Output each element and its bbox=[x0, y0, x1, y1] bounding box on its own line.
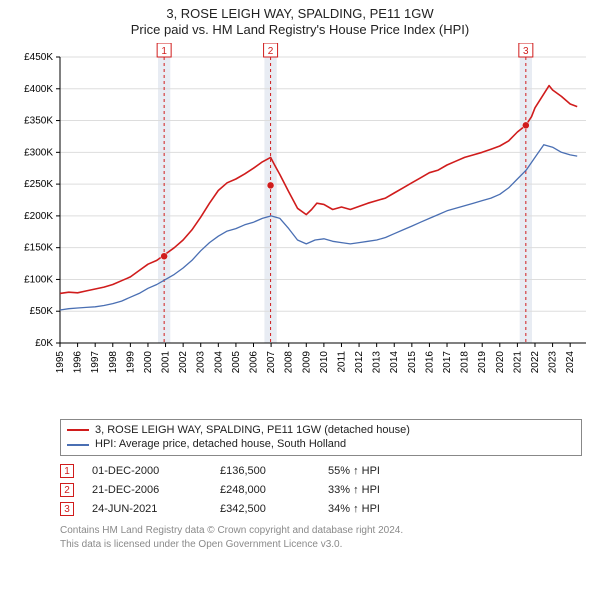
svg-text:£200K: £200K bbox=[24, 210, 53, 221]
svg-text:£100K: £100K bbox=[24, 274, 53, 285]
license-line-2: This data is licensed under the Open Gov… bbox=[60, 538, 582, 552]
license-line-1: Contains HM Land Registry data © Crown c… bbox=[60, 524, 582, 538]
event-delta: 55% ↑ HPI bbox=[328, 465, 380, 477]
svg-text:2016: 2016 bbox=[424, 350, 435, 373]
svg-text:1998: 1998 bbox=[108, 350, 119, 373]
svg-text:£300K: £300K bbox=[24, 147, 53, 158]
svg-text:£0K: £0K bbox=[35, 338, 53, 349]
legend-label: HPI: Average price, detached house, Sout… bbox=[95, 437, 346, 452]
svg-text:1997: 1997 bbox=[90, 350, 101, 373]
titles: 3, ROSE LEIGH WAY, SPALDING, PE11 1GW Pr… bbox=[10, 6, 590, 39]
legend-item: HPI: Average price, detached house, Sout… bbox=[67, 437, 575, 452]
svg-text:2003: 2003 bbox=[196, 350, 207, 373]
svg-text:2012: 2012 bbox=[354, 350, 365, 373]
event-date: 01-DEC-2000 bbox=[92, 465, 202, 477]
svg-text:2015: 2015 bbox=[407, 350, 418, 373]
svg-text:2022: 2022 bbox=[530, 350, 541, 373]
legend-label: 3, ROSE LEIGH WAY, SPALDING, PE11 1GW (d… bbox=[95, 423, 410, 438]
svg-text:2019: 2019 bbox=[477, 350, 488, 373]
svg-text:1: 1 bbox=[161, 46, 167, 57]
svg-text:1999: 1999 bbox=[125, 350, 136, 373]
event-date: 24-JUN-2021 bbox=[92, 503, 202, 515]
event-price: £136,500 bbox=[220, 465, 310, 477]
event-row: 1 01-DEC-2000 £136,500 55% ↑ HPI bbox=[60, 464, 582, 478]
svg-text:2018: 2018 bbox=[460, 350, 471, 373]
svg-text:2010: 2010 bbox=[319, 350, 330, 373]
svg-text:2: 2 bbox=[268, 46, 274, 57]
svg-text:£250K: £250K bbox=[24, 179, 53, 190]
svg-text:1996: 1996 bbox=[73, 350, 84, 373]
page: 3, ROSE LEIGH WAY, SPALDING, PE11 1GW Pr… bbox=[0, 0, 600, 590]
chart: £0K £50K £100K £150K £200K £250K £300K £350K £40… bbox=[10, 43, 590, 413]
svg-text:2024: 2024 bbox=[565, 350, 576, 373]
event-marker: 2 bbox=[60, 483, 74, 497]
svg-text:2006: 2006 bbox=[249, 350, 260, 373]
svg-text:3: 3 bbox=[523, 46, 529, 57]
legend-swatch bbox=[67, 444, 89, 446]
event-marker: 3 bbox=[60, 502, 74, 516]
event-row: 2 21-DEC-2006 £248,000 33% ↑ HPI bbox=[60, 483, 582, 497]
svg-text:2004: 2004 bbox=[213, 350, 224, 373]
legend-item: 3, ROSE LEIGH WAY, SPALDING, PE11 1GW (d… bbox=[67, 423, 575, 438]
svg-text:2000: 2000 bbox=[143, 350, 154, 373]
svg-text:£450K: £450K bbox=[24, 52, 53, 63]
svg-text:2021: 2021 bbox=[512, 350, 523, 373]
title-line-2: Price paid vs. HM Land Registry's House … bbox=[10, 22, 590, 38]
svg-text:2014: 2014 bbox=[389, 350, 400, 373]
chart-svg: £0K £50K £100K £150K £200K £250K £300K £350K £40… bbox=[10, 43, 590, 413]
svg-text:2007: 2007 bbox=[266, 350, 277, 373]
svg-text:2009: 2009 bbox=[301, 350, 312, 373]
svg-text:2005: 2005 bbox=[231, 350, 242, 373]
svg-text:2001: 2001 bbox=[161, 350, 172, 373]
event-row: 3 24-JUN-2021 £342,500 34% ↑ HPI bbox=[60, 502, 582, 516]
svg-text:1995: 1995 bbox=[55, 350, 66, 373]
svg-text:£50K: £50K bbox=[30, 306, 54, 317]
event-marker: 1 bbox=[60, 464, 74, 478]
event-price: £248,000 bbox=[220, 484, 310, 496]
svg-text:2020: 2020 bbox=[495, 350, 506, 373]
license: Contains HM Land Registry data © Crown c… bbox=[60, 524, 582, 551]
event-date: 21-DEC-2006 bbox=[92, 484, 202, 496]
svg-text:2023: 2023 bbox=[548, 350, 559, 373]
title-line-1: 3, ROSE LEIGH WAY, SPALDING, PE11 1GW bbox=[10, 6, 590, 22]
event-price: £342,500 bbox=[220, 503, 310, 515]
svg-text:£400K: £400K bbox=[24, 83, 53, 94]
legend: 3, ROSE LEIGH WAY, SPALDING, PE11 1GW (d… bbox=[60, 419, 582, 457]
svg-text:2013: 2013 bbox=[372, 350, 383, 373]
svg-text:£150K: £150K bbox=[24, 242, 53, 253]
svg-text:2002: 2002 bbox=[178, 350, 189, 373]
legend-swatch bbox=[67, 429, 89, 431]
events-table: 1 01-DEC-2000 £136,500 55% ↑ HPI 2 21-DEC-200… bbox=[60, 464, 582, 516]
event-delta: 34% ↑ HPI bbox=[328, 503, 380, 515]
event-delta: 33% ↑ HPI bbox=[328, 484, 380, 496]
svg-text:£350K: £350K bbox=[24, 115, 53, 126]
svg-text:2008: 2008 bbox=[284, 350, 295, 373]
svg-text:2017: 2017 bbox=[442, 350, 453, 373]
svg-text:2011: 2011 bbox=[336, 350, 347, 372]
